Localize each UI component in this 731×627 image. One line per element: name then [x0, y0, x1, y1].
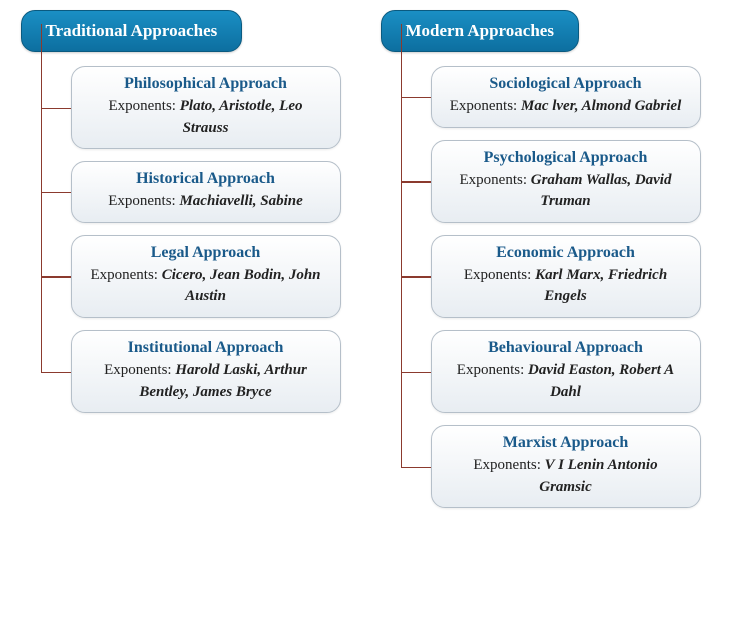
exponents-line: Exponents: Graham Wallas, David Truman	[446, 169, 686, 212]
approach-node: Psychological Approach Exponents: Graham …	[431, 140, 701, 223]
approach-title: Marxist Approach	[446, 434, 686, 452]
header-modern: Modern Approaches	[381, 10, 579, 52]
node-wrap: Economic Approach Exponents: Karl Marx, F…	[421, 229, 711, 324]
approach-node: Sociological Approach Exponents: Mac lver…	[431, 66, 701, 128]
exponents-line: Exponents: Karl Marx, Friedrich Engels	[446, 264, 686, 307]
header-traditional: Traditional Approaches	[21, 10, 243, 52]
connector-branch	[401, 181, 431, 183]
node-wrap: Sociological Approach Exponents: Mac lver…	[421, 60, 711, 134]
approach-title: Behavioural Approach	[446, 339, 686, 357]
node-wrap: Historical Approach Exponents: Machiavell…	[61, 155, 351, 229]
exponents-names: Karl Marx, Friedrich Engels	[535, 267, 667, 305]
approach-node: Behavioural Approach Exponents: David Eas…	[431, 330, 701, 413]
exponents-line: Exponents: Mac lver, Almond Gabriel	[446, 95, 686, 117]
connector-branch	[41, 276, 71, 278]
diagram-root: Traditional Approaches Philosophical App…	[10, 10, 721, 514]
exponents-names: Machiavelli, Sabine	[179, 193, 302, 209]
exponents-names: David Easton, Robert A Dahl	[528, 362, 674, 400]
approach-node: Historical Approach Exponents: Machiavell…	[71, 161, 341, 223]
exponents-line: Exponents: Cicero, Jean Bodin, John Aust…	[86, 264, 326, 307]
exponents-names: Cicero, Jean Bodin, John Austin	[162, 267, 321, 305]
exponents-label: Exponents:	[108, 193, 179, 209]
exponents-label: Exponents:	[90, 267, 161, 283]
node-wrap: Marxist Approach Exponents: V I Lenin Ant…	[421, 419, 711, 514]
approach-node: Institutional Approach Exponents: Harold …	[71, 330, 341, 413]
node-wrap: Psychological Approach Exponents: Graham …	[421, 134, 711, 229]
approach-title: Legal Approach	[86, 244, 326, 262]
column-modern: Modern Approaches Sociological Approach E…	[381, 10, 711, 514]
connector-branch	[401, 467, 431, 469]
approach-title: Economic Approach	[446, 244, 686, 262]
column-traditional: Traditional Approaches Philosophical App…	[21, 10, 351, 514]
connector-branch	[401, 276, 431, 278]
approach-title: Psychological Approach	[446, 149, 686, 167]
exponents-label: Exponents:	[104, 362, 175, 378]
connector-trunk	[401, 24, 403, 467]
exponents-line: Exponents: Plato, Aristotle, Leo Strauss	[86, 95, 326, 138]
approach-node: Legal Approach Exponents: Cicero, Jean Bo…	[71, 235, 341, 318]
approach-title: Institutional Approach	[86, 339, 326, 357]
tree-traditional: Philosophical Approach Exponents: Plato, …	[21, 52, 351, 419]
exponents-names: Plato, Aristotle, Leo Strauss	[180, 98, 303, 136]
exponents-line: Exponents: Harold Laski, Arthur Bentley,…	[86, 359, 326, 402]
node-wrap: Behavioural Approach Exponents: David Eas…	[421, 324, 711, 419]
connector-branch	[41, 192, 71, 194]
node-wrap: Institutional Approach Exponents: Harold …	[61, 324, 351, 419]
exponents-label: Exponents:	[460, 172, 531, 188]
exponents-names: V I Lenin Antonio Gramsic	[539, 457, 657, 495]
connector-branch	[41, 108, 71, 110]
approach-node: Economic Approach Exponents: Karl Marx, F…	[431, 235, 701, 318]
node-wrap: Legal Approach Exponents: Cicero, Jean Bo…	[61, 229, 351, 324]
exponents-label: Exponents:	[464, 267, 535, 283]
connector-trunk	[41, 24, 43, 372]
exponents-names: Graham Wallas, David Truman	[531, 172, 672, 210]
exponents-label: Exponents:	[450, 98, 521, 114]
approach-title: Sociological Approach	[446, 75, 686, 93]
exponents-line: Exponents: V I Lenin Antonio Gramsic	[446, 454, 686, 497]
approach-node: Philosophical Approach Exponents: Plato, …	[71, 66, 341, 149]
exponents-line: Exponents: David Easton, Robert A Dahl	[446, 359, 686, 402]
exponents-names: Mac lver, Almond Gabriel	[521, 98, 681, 114]
approach-node: Marxist Approach Exponents: V I Lenin Ant…	[431, 425, 701, 508]
connector-branch	[41, 372, 71, 374]
approach-title: Historical Approach	[86, 170, 326, 188]
approach-title: Philosophical Approach	[86, 75, 326, 93]
tree-modern: Sociological Approach Exponents: Mac lver…	[381, 52, 711, 514]
exponents-line: Exponents: Machiavelli, Sabine	[86, 190, 326, 212]
exponents-label: Exponents:	[457, 362, 528, 378]
connector-branch	[401, 372, 431, 374]
exponents-label: Exponents:	[473, 457, 544, 473]
exponents-label: Exponents:	[108, 98, 179, 114]
node-wrap: Philosophical Approach Exponents: Plato, …	[61, 60, 351, 155]
connector-branch	[401, 97, 431, 99]
